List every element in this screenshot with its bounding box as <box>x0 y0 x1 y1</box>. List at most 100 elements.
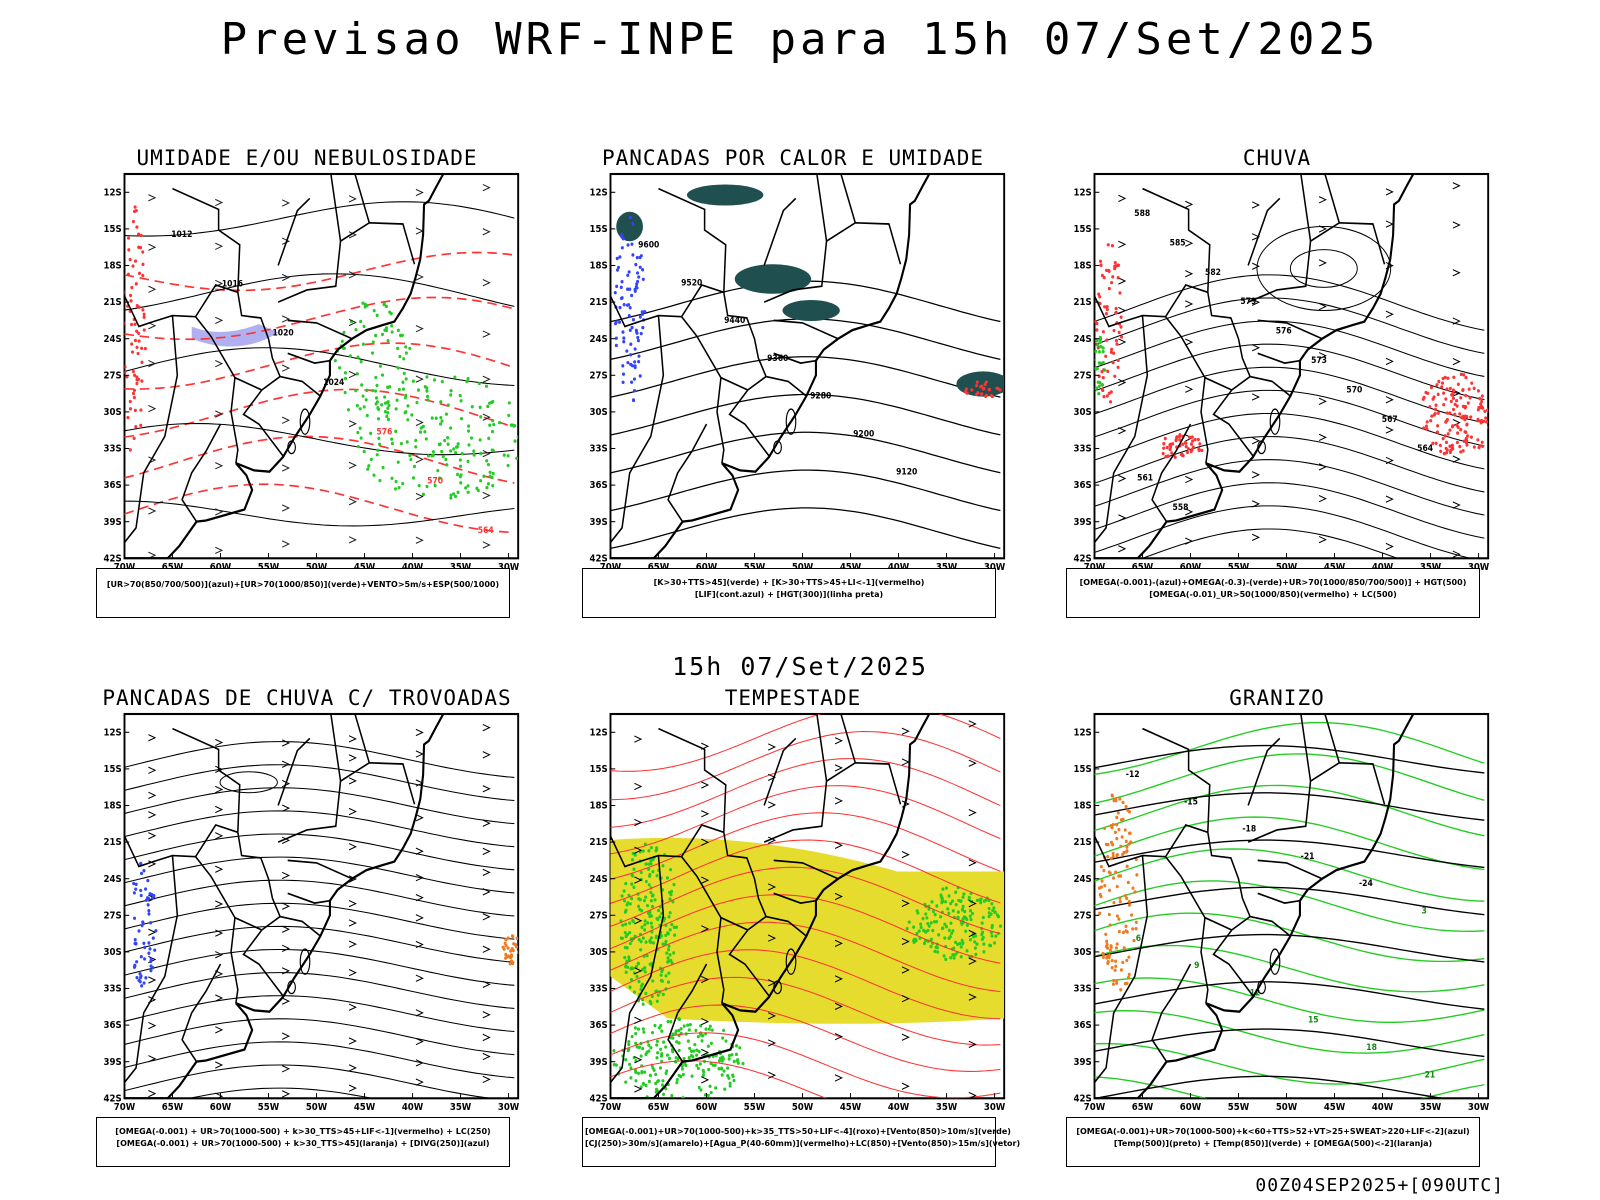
flow-arrow <box>415 455 424 464</box>
humidity-low-area <box>343 371 347 375</box>
lat-tick-label: 42S <box>103 554 121 564</box>
rain-area <box>1120 335 1124 339</box>
wind850-area <box>626 1048 630 1053</box>
wind850-area <box>939 893 943 897</box>
lon-tick-label: 55W <box>258 563 279 573</box>
wind850-area <box>963 909 967 914</box>
wind850-area <box>647 1079 651 1084</box>
humidity-low-area <box>390 330 394 334</box>
flow-arrow <box>1385 310 1394 318</box>
wind850-area <box>624 881 628 886</box>
omega-area <box>1125 864 1129 869</box>
flow-arrow <box>968 929 977 938</box>
lat-tick-label: 18S <box>1073 801 1091 811</box>
flow-arrow <box>1452 182 1461 190</box>
lif-contour <box>613 321 618 326</box>
thunderstorm-area <box>510 934 514 938</box>
panel-tempestade: TEMPESTADE 12S 15S 18S 21S 24S 27S 30S 33S 36S 39… <box>578 686 1008 1146</box>
flow-arrow <box>834 1074 843 1082</box>
wind850-area <box>655 999 659 1003</box>
border-line <box>1094 834 1166 868</box>
flow-arrow <box>482 945 491 953</box>
wind850-area <box>973 946 977 950</box>
humidity-low-area <box>390 476 394 480</box>
wind850-area <box>956 942 960 946</box>
flow-arrow <box>482 491 491 500</box>
omega-area <box>1123 893 1127 898</box>
thickness-contour <box>139 423 143 428</box>
lat-tick-label: 21S <box>1073 838 1091 848</box>
divergence-area <box>141 920 145 925</box>
wind850-area <box>722 1028 726 1033</box>
wind850-area <box>651 941 655 945</box>
rain-area <box>1455 423 1459 427</box>
humidity-low-area <box>438 476 442 480</box>
wind850-area <box>624 1080 628 1084</box>
flow-arrow <box>415 894 424 902</box>
rain-area <box>1198 442 1202 446</box>
contour-label: 9440 <box>724 316 746 325</box>
flow-arrow <box>281 464 291 472</box>
humidity-low-area <box>459 481 463 485</box>
rain-area <box>1476 438 1480 442</box>
humidity-low-area <box>430 454 434 458</box>
omega-area <box>1131 927 1135 931</box>
thickness-contour <box>134 425 138 429</box>
wind850-area <box>912 925 916 929</box>
humidity-low-area <box>359 436 363 440</box>
temp500-contour <box>1094 744 1485 774</box>
wind850-area <box>640 925 644 929</box>
contour-label: 588 <box>1134 209 1150 218</box>
wind850-area <box>971 935 976 939</box>
wind850-area <box>981 930 985 935</box>
divergence-area <box>133 938 137 942</box>
wind850-area <box>954 902 958 907</box>
wind850-area <box>727 1053 731 1058</box>
wind850-area <box>998 924 1003 928</box>
humidity-low-area <box>486 482 490 486</box>
humidity-low-area <box>425 484 429 489</box>
flow-arrow <box>415 188 424 197</box>
flow-arrow <box>1185 239 1194 247</box>
thickness-contour <box>137 271 142 276</box>
rain-area <box>1162 442 1166 446</box>
border-line <box>181 423 222 523</box>
wind850-area <box>921 916 925 921</box>
wind850-area <box>660 1083 665 1087</box>
rain-area <box>1165 445 1169 450</box>
panel-granizo: GRANIZO -12 -15 -18 -21 -24 3 6 9 12 15 18 21 12S 15S… <box>1062 686 1492 1146</box>
humidity-low-area <box>470 405 474 409</box>
wind850-area <box>631 966 635 971</box>
wind850-area <box>982 942 986 946</box>
border-line <box>1094 315 1149 544</box>
flow-arrow <box>1251 437 1261 445</box>
contour-label: 9 <box>1194 961 1200 970</box>
flow-arrow <box>281 836 291 844</box>
rain-area <box>1430 414 1434 418</box>
flow-arrow <box>148 285 157 293</box>
omega-area <box>1114 870 1118 874</box>
wind850-area <box>695 1063 699 1068</box>
contour-label: 564 <box>1417 444 1433 453</box>
thickness-contour <box>128 407 132 411</box>
lat-tick-label: 18S <box>103 801 121 811</box>
flow-arrow <box>148 791 157 799</box>
wind850-area <box>917 929 921 933</box>
humidity-low-area <box>434 416 438 420</box>
humidity-low-area <box>369 457 373 462</box>
wind850-area <box>660 979 664 983</box>
lon-tick-label: 70W <box>1084 1103 1105 1113</box>
wind850-area <box>656 1051 660 1055</box>
rain-area <box>1425 427 1429 431</box>
lat-tick-label: 15S <box>589 765 607 775</box>
humidity-low-area <box>502 453 506 457</box>
flow-arrow <box>148 359 157 368</box>
rain-area <box>1490 419 1493 422</box>
humidity-low-area <box>486 462 490 467</box>
lat-tick-label: 18S <box>589 261 607 271</box>
streamline <box>124 972 515 1009</box>
flow-arrow <box>215 994 224 1002</box>
precip-water-contour <box>610 976 1001 1046</box>
flow-arrow <box>215 832 224 840</box>
